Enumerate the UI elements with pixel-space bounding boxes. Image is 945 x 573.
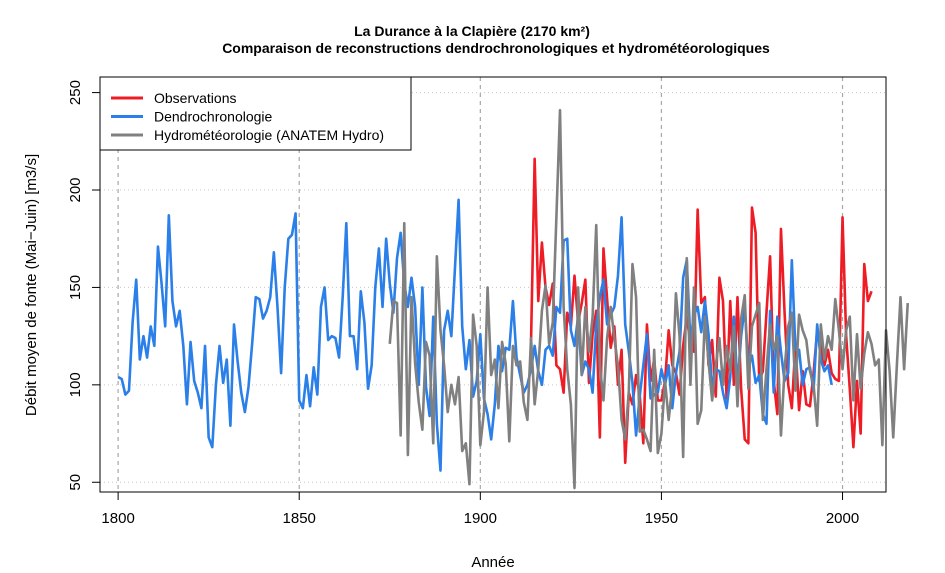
y-tick-label: 200 xyxy=(67,177,84,202)
y-tick-label: 50 xyxy=(67,474,84,491)
y-tick-label: 150 xyxy=(67,275,84,300)
chart-title: La Durance à la Clapière (2170 km²) xyxy=(354,23,590,39)
series-line-hydrometeorologie xyxy=(388,108,910,490)
x-tick-label: 2000 xyxy=(826,510,859,527)
x-axis-label: Année xyxy=(471,554,514,571)
legend-label-dendrochronologie: Dendrochronologie xyxy=(154,109,273,125)
y-tick-label: 250 xyxy=(67,80,84,105)
series-line-observations xyxy=(529,157,873,465)
x-axis: 1800 1850 1900 1950 2000 xyxy=(101,491,859,527)
y-axis: 50 100 150 200 250 xyxy=(67,80,101,491)
x-tick-label: 1900 xyxy=(464,510,497,527)
y-axis-label: Débit moyen de fonte (Mai−Juin) [m3/s] xyxy=(23,154,40,416)
legend-box xyxy=(99,76,412,151)
x-tick-label: 1800 xyxy=(101,510,134,527)
legend-label-observations: Observations xyxy=(154,90,236,106)
x-tick-label: 1950 xyxy=(645,510,678,527)
y-tick-label: 100 xyxy=(67,372,84,397)
legend-label-hydrometeorologie: Hydrométéorologie (ANATEM Hydro) xyxy=(154,127,384,143)
series-layer xyxy=(117,108,910,490)
legend: Observations Dendrochronologie Hydrométéor… xyxy=(99,76,412,151)
x-tick-label: 1850 xyxy=(283,510,316,527)
chart-subtitle: Comparaison de reconstructions dendrochr… xyxy=(222,40,770,56)
